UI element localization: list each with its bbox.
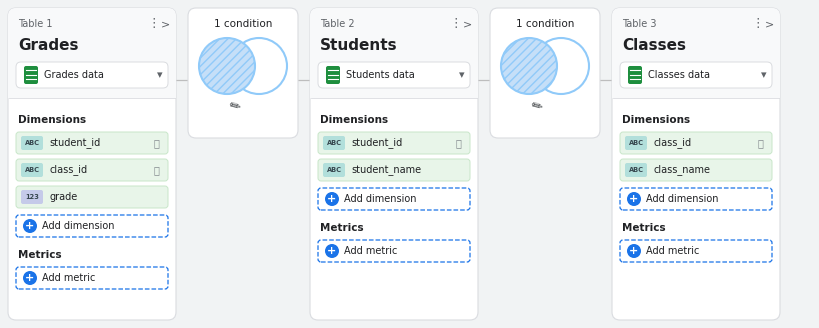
Text: Add dimension: Add dimension <box>344 194 417 204</box>
FancyBboxPatch shape <box>8 90 176 98</box>
FancyBboxPatch shape <box>326 66 340 84</box>
FancyBboxPatch shape <box>16 62 168 88</box>
Text: student_name: student_name <box>351 165 421 175</box>
Text: Add metric: Add metric <box>344 246 397 256</box>
Text: +: + <box>328 246 337 256</box>
FancyBboxPatch shape <box>620 62 772 88</box>
Circle shape <box>627 192 641 206</box>
Text: ⋮: ⋮ <box>147 17 161 31</box>
Text: ABC: ABC <box>25 140 39 146</box>
Text: ABC: ABC <box>628 167 644 173</box>
FancyBboxPatch shape <box>24 66 38 84</box>
Text: Dimensions: Dimensions <box>320 115 388 125</box>
FancyBboxPatch shape <box>612 90 780 98</box>
Text: Metrics: Metrics <box>18 250 61 260</box>
Text: +: + <box>25 273 34 283</box>
Text: Metrics: Metrics <box>622 223 666 233</box>
Text: >: > <box>464 19 473 29</box>
Text: +: + <box>629 194 639 204</box>
FancyBboxPatch shape <box>16 132 168 154</box>
FancyBboxPatch shape <box>21 136 43 150</box>
Text: ⋮: ⋮ <box>450 17 462 31</box>
Text: ▾: ▾ <box>459 70 465 80</box>
Text: class_name: class_name <box>653 165 710 175</box>
Text: Table 2: Table 2 <box>320 19 355 29</box>
Text: ✏: ✏ <box>530 98 545 114</box>
Text: Metrics: Metrics <box>320 223 364 233</box>
Text: ⧉: ⧉ <box>455 138 461 148</box>
Circle shape <box>627 244 641 258</box>
Text: ABC: ABC <box>327 140 342 146</box>
FancyBboxPatch shape <box>318 132 470 154</box>
FancyBboxPatch shape <box>318 159 470 181</box>
FancyBboxPatch shape <box>628 66 642 84</box>
Text: Add metric: Add metric <box>646 246 699 256</box>
Text: ▾: ▾ <box>157 70 163 80</box>
Circle shape <box>23 271 37 285</box>
FancyBboxPatch shape <box>16 159 168 181</box>
Text: class_id: class_id <box>653 137 691 149</box>
Text: student_id: student_id <box>351 137 402 149</box>
FancyBboxPatch shape <box>625 136 647 150</box>
FancyBboxPatch shape <box>21 190 43 204</box>
Text: ⧉: ⧉ <box>153 165 159 175</box>
Text: +: + <box>629 246 639 256</box>
Text: ABC: ABC <box>327 167 342 173</box>
Text: +: + <box>25 221 34 231</box>
Circle shape <box>501 38 557 94</box>
Text: ⧉: ⧉ <box>153 138 159 148</box>
FancyBboxPatch shape <box>188 8 298 138</box>
Text: >: > <box>161 19 170 29</box>
Text: Dimensions: Dimensions <box>18 115 86 125</box>
Text: Table 3: Table 3 <box>622 19 657 29</box>
FancyBboxPatch shape <box>310 8 478 320</box>
FancyBboxPatch shape <box>310 8 478 98</box>
Text: 123: 123 <box>25 194 39 200</box>
Text: Add dimension: Add dimension <box>646 194 718 204</box>
Text: ⧉: ⧉ <box>757 138 763 148</box>
FancyBboxPatch shape <box>612 8 780 320</box>
FancyBboxPatch shape <box>490 8 600 138</box>
FancyBboxPatch shape <box>620 159 772 181</box>
Text: ABC: ABC <box>25 167 39 173</box>
FancyBboxPatch shape <box>620 132 772 154</box>
Text: Add dimension: Add dimension <box>42 221 115 231</box>
Text: Add metric: Add metric <box>42 273 95 283</box>
FancyBboxPatch shape <box>16 186 168 208</box>
Text: ✏: ✏ <box>228 98 242 114</box>
FancyBboxPatch shape <box>310 90 478 98</box>
Text: Grades: Grades <box>18 38 79 53</box>
Text: Classes data: Classes data <box>648 70 710 80</box>
Text: ⋮: ⋮ <box>752 17 764 31</box>
Circle shape <box>23 219 37 233</box>
Text: Dimensions: Dimensions <box>622 115 690 125</box>
Text: ABC: ABC <box>628 140 644 146</box>
Text: Students data: Students data <box>346 70 414 80</box>
Text: 1 condition: 1 condition <box>214 19 272 29</box>
Circle shape <box>199 38 255 94</box>
Text: student_id: student_id <box>49 137 100 149</box>
Text: Students: Students <box>320 38 398 53</box>
Text: class_id: class_id <box>49 165 87 175</box>
FancyBboxPatch shape <box>612 8 780 98</box>
Text: ▾: ▾ <box>761 70 767 80</box>
Text: Grades data: Grades data <box>44 70 104 80</box>
FancyBboxPatch shape <box>21 163 43 177</box>
Circle shape <box>325 192 339 206</box>
Text: Table 1: Table 1 <box>18 19 52 29</box>
FancyBboxPatch shape <box>8 8 176 98</box>
Text: grade: grade <box>49 192 77 202</box>
FancyBboxPatch shape <box>625 163 647 177</box>
Text: 1 condition: 1 condition <box>516 19 574 29</box>
Circle shape <box>325 244 339 258</box>
FancyBboxPatch shape <box>318 62 470 88</box>
FancyBboxPatch shape <box>323 163 345 177</box>
FancyBboxPatch shape <box>8 8 176 320</box>
Text: Classes: Classes <box>622 38 686 53</box>
Text: +: + <box>328 194 337 204</box>
Text: >: > <box>766 19 775 29</box>
FancyBboxPatch shape <box>323 136 345 150</box>
